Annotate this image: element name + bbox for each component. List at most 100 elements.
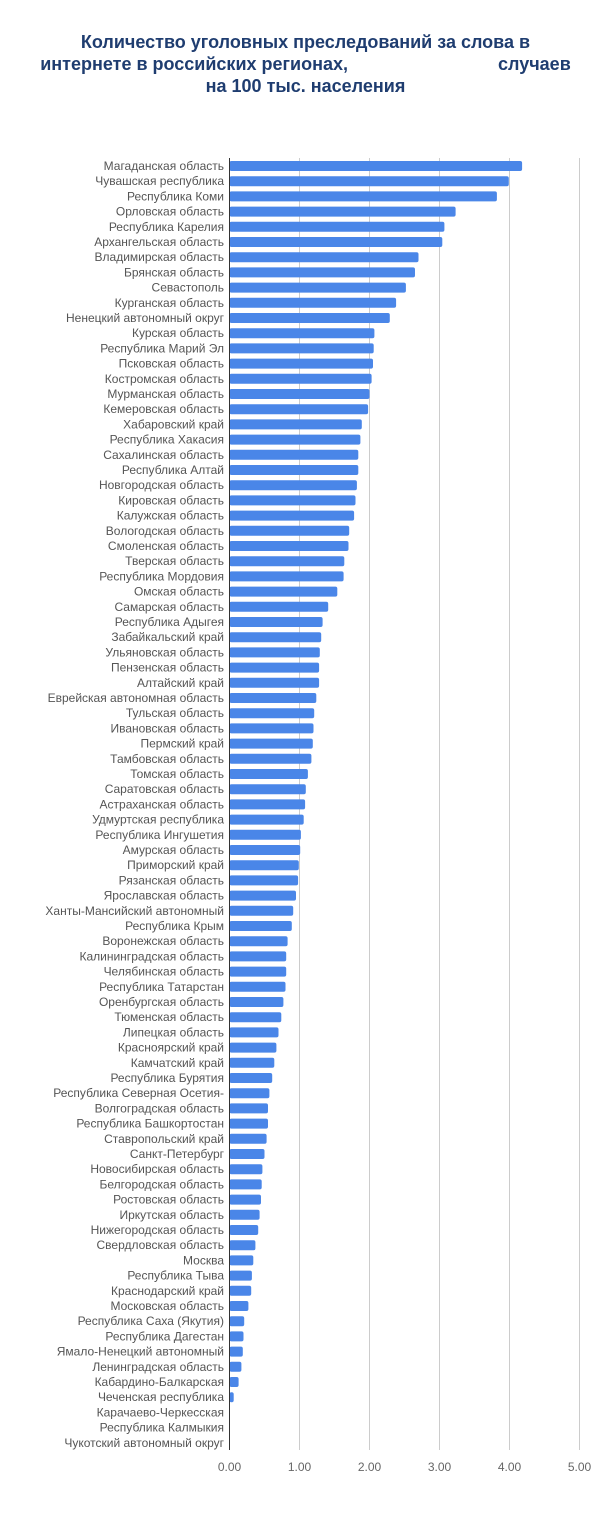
bar — [229, 541, 349, 551]
category-label: Чеченская республика — [98, 1390, 224, 1404]
bar — [229, 951, 287, 962]
category-label: Республика Дагестан — [105, 1329, 224, 1343]
category-label: Москва — [183, 1253, 224, 1267]
bar — [229, 237, 443, 247]
bar — [229, 586, 338, 597]
category-label: Хабаровский край — [123, 417, 224, 431]
bar — [229, 556, 345, 567]
category-label: Камчатский край — [131, 1056, 224, 1070]
bar — [229, 601, 329, 612]
bar — [229, 890, 296, 901]
bar — [229, 1149, 265, 1159]
category-label: Севастополь — [152, 281, 224, 295]
bar — [229, 1194, 261, 1205]
category-label: Воронежская область — [102, 934, 224, 948]
bar — [229, 449, 359, 460]
bar — [229, 1285, 252, 1296]
category-label: Карачаево-Черкесская — [97, 1405, 224, 1419]
category-label: Оренбургская область — [99, 995, 224, 1009]
category-label: Республика Калмыкия — [100, 1421, 224, 1435]
category-label: Курская область — [132, 326, 224, 340]
category-label: Новосибирская область — [90, 1162, 224, 1176]
bar — [229, 829, 301, 840]
category-label: Республика Хакасия — [110, 433, 224, 447]
bar — [229, 921, 292, 931]
bar — [229, 632, 322, 643]
category-label: Республика Алтай — [122, 463, 224, 477]
category-label: Чукотский автономный округ — [64, 1436, 224, 1450]
category-label: Рязанская область — [119, 873, 224, 887]
category-label: Свердловская область — [97, 1238, 224, 1252]
category-label: Амурская область — [123, 843, 224, 857]
bar — [229, 738, 313, 749]
bar — [229, 313, 390, 323]
chart-title-line-2: интернете в российских регионах, случаев — [40, 54, 571, 74]
category-label: Кабардино-Балкарская — [95, 1375, 224, 1389]
category-label: Республика Татарстан — [99, 980, 224, 994]
category-label: Тверская область — [125, 554, 224, 568]
category-label: Мурманская область — [107, 387, 224, 401]
bar — [229, 221, 445, 232]
bar — [229, 617, 323, 627]
category-label: Удмуртская республика — [92, 813, 224, 827]
bar — [229, 845, 301, 855]
category-label: Республика Ингушетия — [95, 828, 224, 842]
bar — [229, 389, 370, 399]
category-label: Астраханская область — [100, 797, 224, 811]
bar — [229, 1164, 263, 1175]
bar — [229, 1073, 273, 1083]
category-label: Новгородская область — [99, 478, 224, 492]
category-label: Ивановская область — [110, 721, 224, 735]
category-label: Республика Коми — [127, 189, 224, 203]
category-label: Краснодарский край — [111, 1284, 224, 1298]
bar — [229, 1346, 243, 1357]
category-label: Орловская область — [116, 205, 224, 219]
chart-title-line-1: Количество уголовных преследований за сл… — [80, 32, 531, 52]
category-label: Республика Бурятия — [110, 1071, 224, 1085]
bar — [229, 571, 344, 582]
chart-title: Количество уголовных преследований за сл… — [18, 31, 593, 97]
bar — [229, 297, 397, 308]
bar — [229, 1088, 270, 1099]
chart-title-line-3: на 100 тыс. населения — [205, 76, 406, 96]
bar — [229, 252, 419, 263]
bar — [229, 860, 299, 871]
bar — [229, 1179, 262, 1190]
bar — [229, 981, 286, 992]
category-label: Ярославская область — [104, 889, 224, 903]
category-label: Алтайский край — [137, 676, 224, 690]
x-tick-label: 3.00 — [428, 1460, 452, 1474]
bar — [229, 753, 312, 764]
category-label: Челябинская область — [104, 965, 224, 979]
category-label: Тульская область — [126, 706, 224, 720]
bar — [229, 1133, 267, 1144]
bar — [229, 1057, 275, 1068]
x-axis-tick-labels: 0.00 1.00 2.00 3.00 4.00 5.00 — [218, 1460, 592, 1474]
category-label: Смоленская область — [108, 539, 224, 553]
bar — [229, 1392, 234, 1403]
category-label: Республика Саха (Якутия) — [78, 1314, 224, 1328]
bar — [229, 1316, 245, 1327]
bar — [229, 206, 456, 217]
bar — [229, 677, 320, 688]
category-label: Нижегородская область — [91, 1223, 224, 1237]
category-label: Калужская область — [117, 509, 224, 523]
category-label: Республика Карелия — [109, 220, 224, 234]
bar — [229, 1103, 268, 1114]
category-label: Ханты-Мансийский автономный — [45, 904, 224, 918]
category-label: Костромская область — [105, 372, 224, 386]
bar — [229, 936, 288, 947]
category-label: Брянская область — [124, 265, 224, 279]
category-label: Магаданская область — [104, 159, 224, 173]
bar — [229, 343, 374, 354]
category-label: Вологодская область — [106, 524, 224, 538]
category-label: Архангельская область — [94, 235, 224, 249]
bar — [229, 358, 373, 369]
category-label: Республика Крым — [125, 919, 224, 933]
category-label: Пензенская область — [111, 661, 224, 675]
bar — [229, 176, 509, 187]
category-label: Тамбовская область — [110, 752, 224, 766]
bar — [229, 1331, 244, 1342]
bar — [229, 814, 304, 825]
